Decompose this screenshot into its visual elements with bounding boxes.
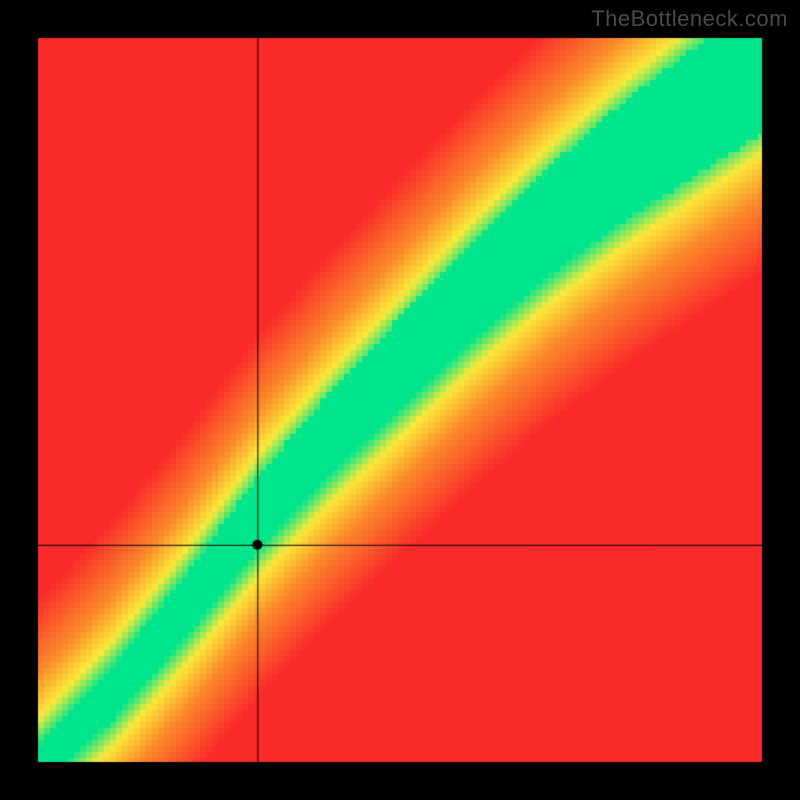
watermark-text: TheBottleneck.com <box>591 6 788 32</box>
bottleneck-heatmap <box>0 0 800 800</box>
